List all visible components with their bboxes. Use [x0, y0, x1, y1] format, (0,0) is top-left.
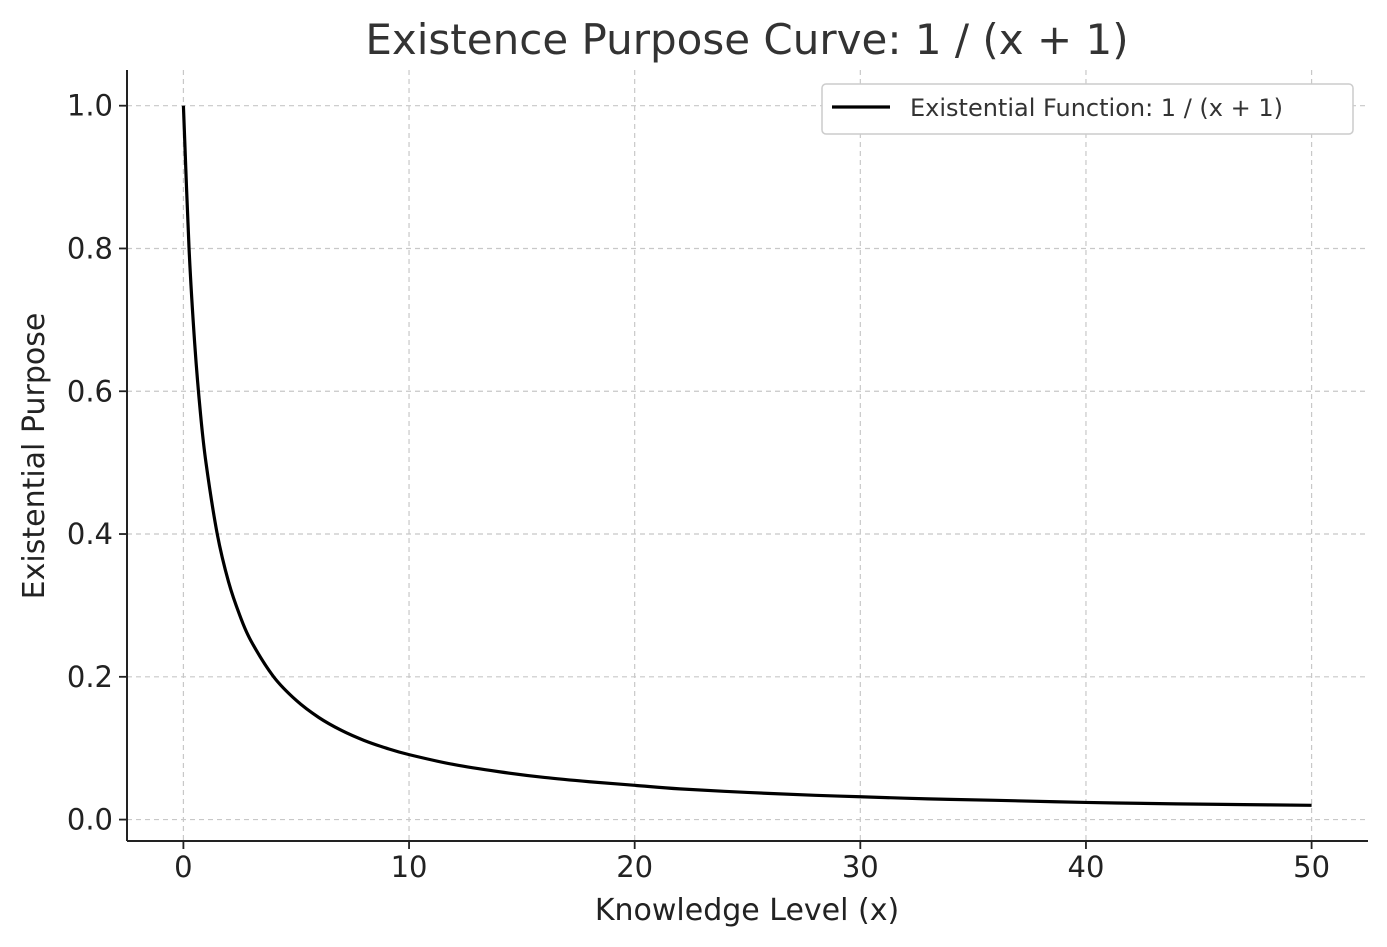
y-axis-ticks: 0.0 0.2 0.4 0.6 0.8 1.0	[67, 89, 127, 837]
y-tick-label: 0.6	[67, 374, 113, 408]
x-axis-ticks: 0 10 20 30 40 50	[174, 841, 1330, 884]
chart-title: Existence Purpose Curve: 1 / (x + 1)	[365, 15, 1128, 64]
y-tick-label: 0.0	[67, 803, 113, 837]
y-axis-label: Existential Purpose	[17, 313, 52, 600]
legend-box	[821, 83, 1354, 135]
series-line	[181, 105, 1312, 807]
x-gridlines	[182, 70, 1313, 841]
y-tick-label: 0.8	[67, 231, 113, 265]
y-tick-label: 1.0	[67, 89, 113, 123]
x-tick-label: 20	[616, 850, 653, 884]
legend: Existential Function: 1 / (x + 1)	[821, 83, 1354, 135]
x-axis-label: Knowledge Level (x)	[595, 893, 899, 928]
legend-label: Existential Function: 1 / (x + 1)	[910, 94, 1283, 122]
x-tick-label: 30	[842, 850, 879, 884]
x-tick-label: 40	[1068, 850, 1105, 884]
x-tick-label: 0	[174, 850, 192, 884]
x-tick-label: 50	[1293, 850, 1330, 884]
series-layer	[181, 105, 1312, 807]
y-tick-label: 0.4	[67, 517, 113, 551]
y-tick-label: 0.2	[67, 660, 113, 694]
x-tick-label: 10	[391, 850, 428, 884]
